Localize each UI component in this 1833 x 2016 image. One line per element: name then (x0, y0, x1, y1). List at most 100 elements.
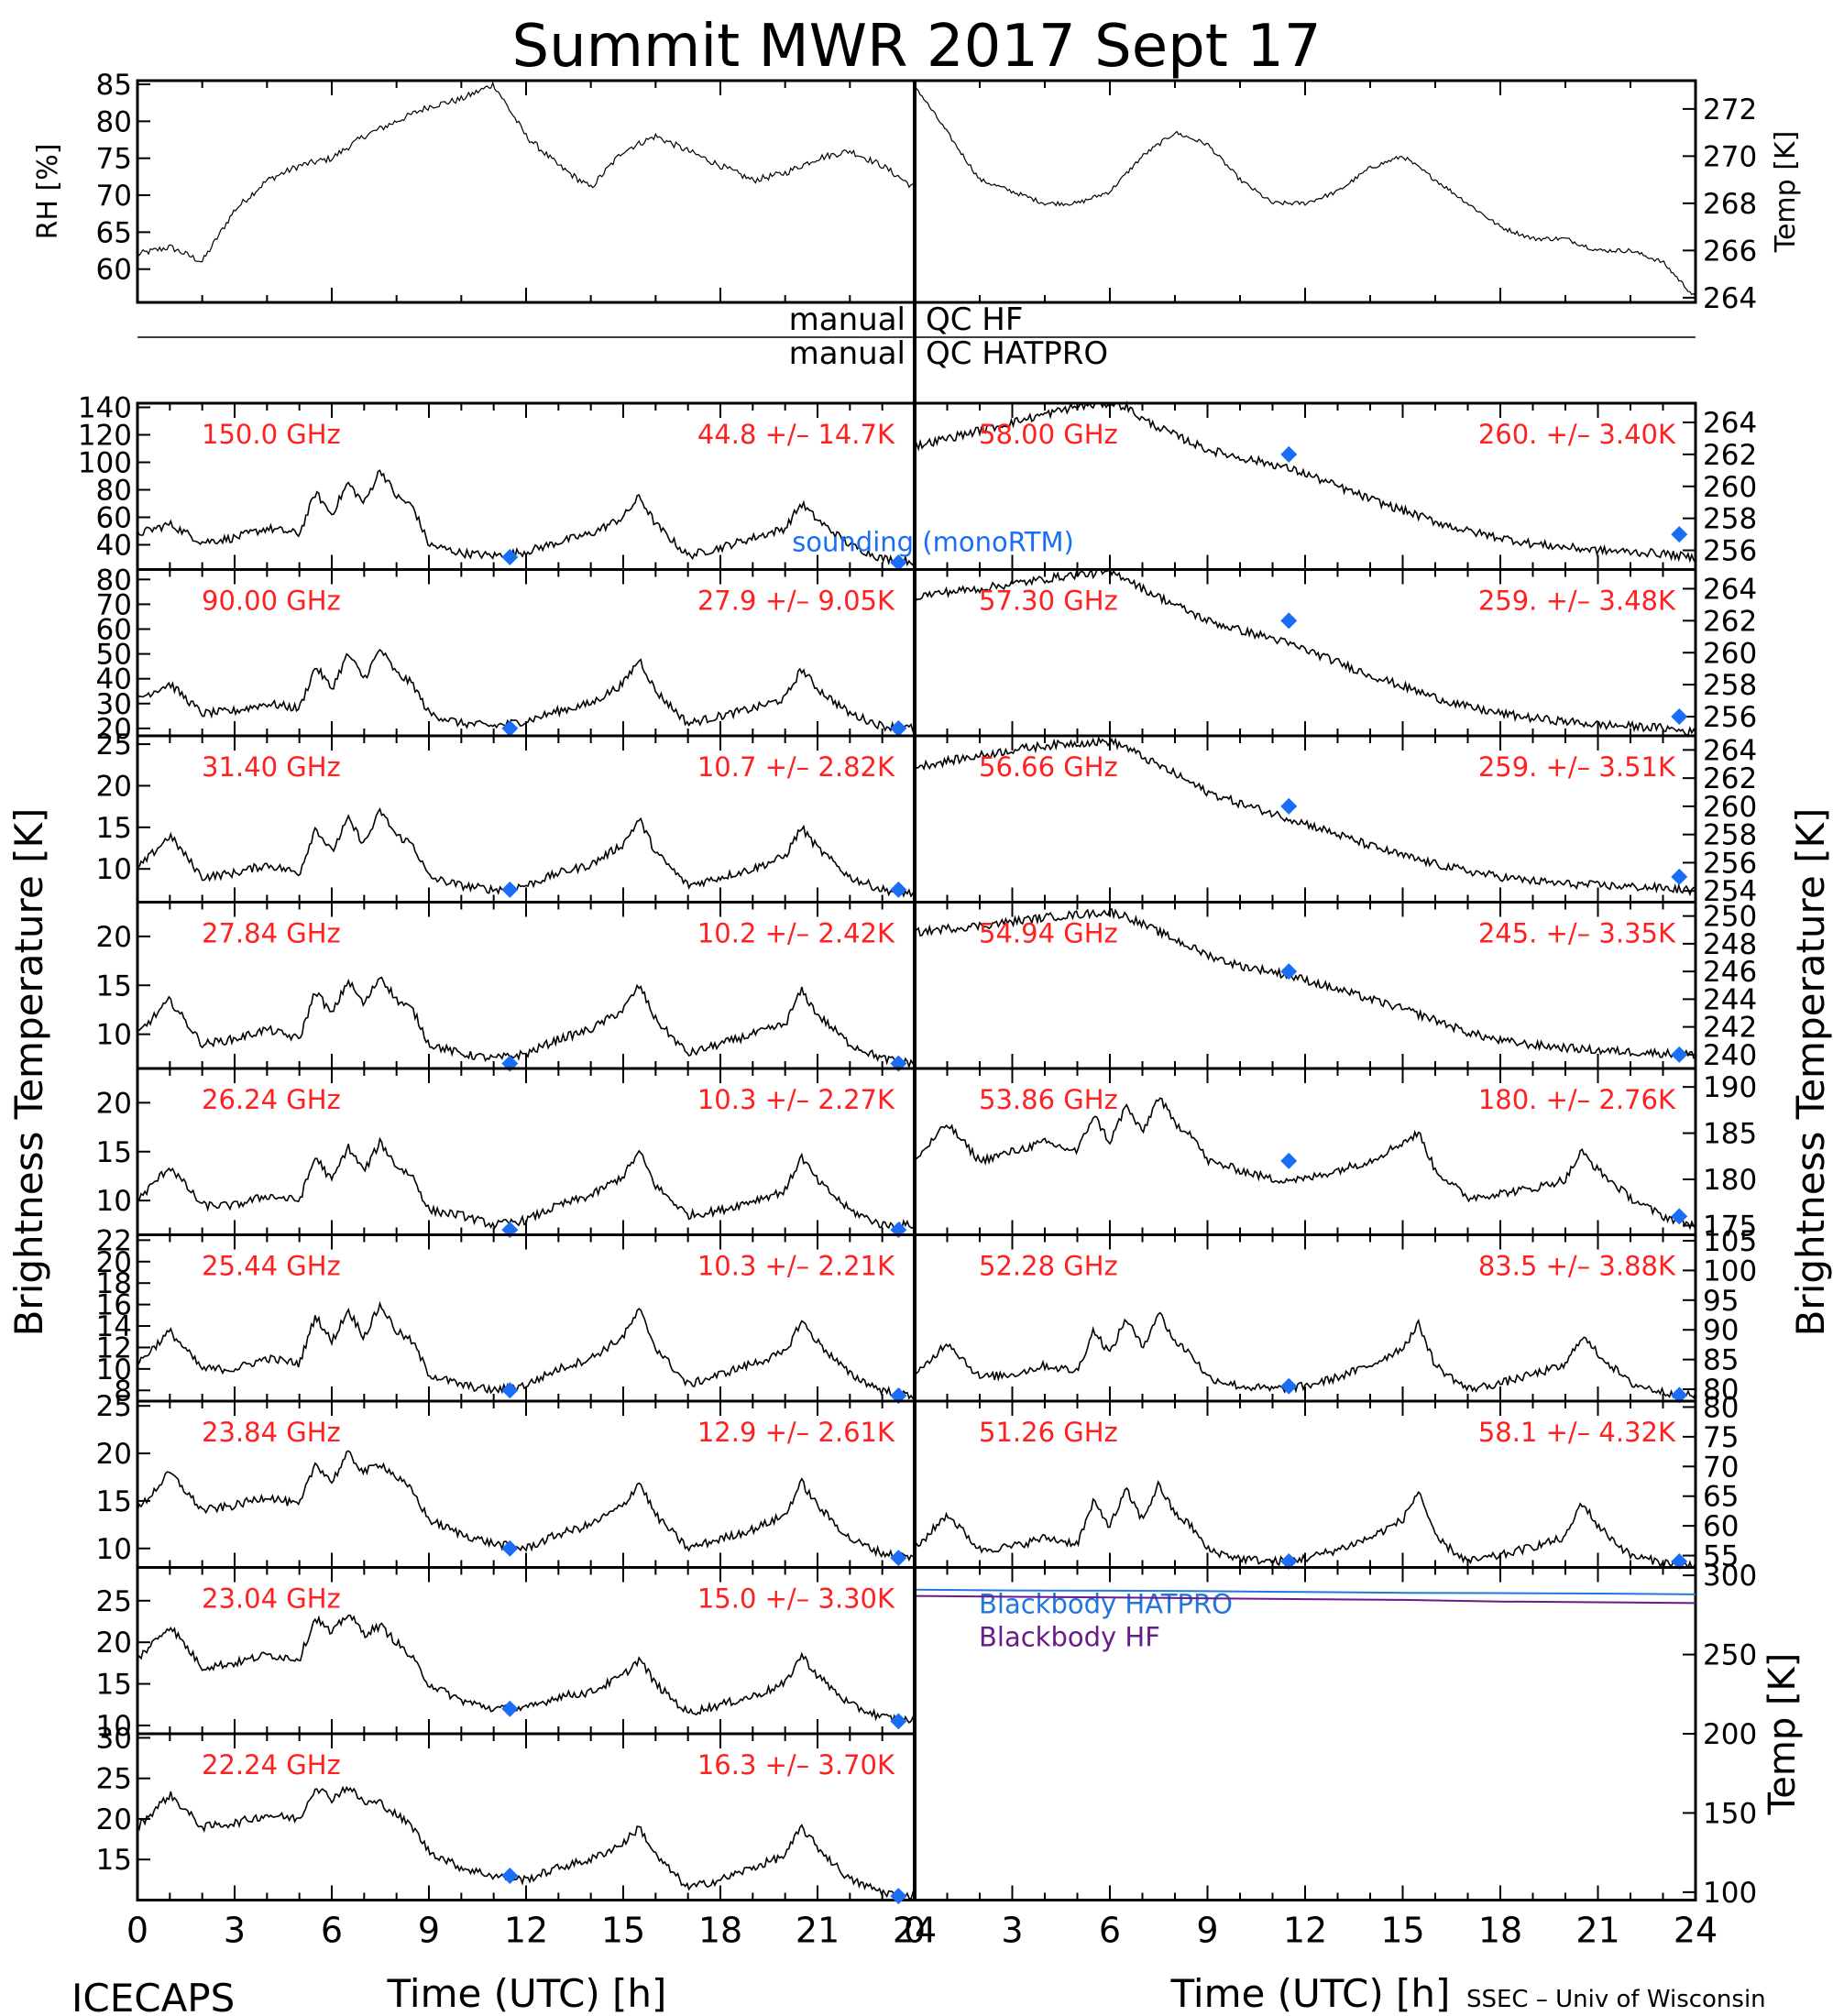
panel-f27-series-line (137, 976, 916, 1069)
panel-f51-ytick-label: 75 (1703, 1421, 1739, 1454)
panel-f22-ytick-label: 20 (96, 1803, 132, 1836)
panel-f26-series-line (137, 1136, 916, 1232)
figure-title: Summit MWR 2017 Sept 17 (511, 13, 1321, 81)
panel-f23_84-sounding-point (501, 1539, 519, 1557)
panel-f51-freq-label: 51.26 GHz (979, 1417, 1118, 1448)
panel-f54-ytick-label: 246 (1703, 956, 1757, 989)
panel-f23_04-ytick-label: 20 (96, 1627, 132, 1660)
panel-f27-freq-label: 27.84 GHz (202, 918, 341, 949)
temp-panel-ytick-label: 272 (1703, 93, 1757, 126)
blackbody-ylabel: Temp [K] (1762, 1653, 1804, 1816)
panel-f22-stats-label: 16.3 +/– 3.70K (697, 1749, 895, 1780)
blackbody-panel-ytick-label: 150 (1703, 1797, 1757, 1830)
panel-f31-ytick-label: 15 (96, 812, 132, 845)
panel-f58-ytick-label: 258 (1703, 503, 1757, 536)
blackbody-panel-xtick-label: 0 (904, 1911, 926, 1951)
panel-f23_84-ytick-label: 20 (96, 1438, 132, 1471)
panel-f150-sounding-label: sounding (monoRTM) (792, 527, 1074, 558)
panel-f51-ytick-label: 65 (1703, 1481, 1739, 1514)
temp-panel-series-line (914, 83, 1696, 297)
panel-f56-ytick-label: 262 (1703, 762, 1757, 795)
panel-f58-stats-label: 260. +/– 3.40K (1478, 419, 1676, 450)
panel-f57-sounding-point (1280, 612, 1298, 630)
blackbody-legend-1: Blackbody HATPRO (979, 1589, 1233, 1620)
panel-f31-freq-label: 31.40 GHz (202, 751, 341, 783)
panel-f90-sounding-point (890, 719, 907, 737)
panel-f150-ytick-label: 60 (96, 502, 132, 535)
panel-f57-stats-label: 259. +/– 3.48K (1478, 586, 1676, 617)
panel-f27-ytick-label: 20 (96, 921, 132, 954)
panel-f52-stats-label: 83.5 +/– 3.88K (1478, 1251, 1676, 1282)
panel-f52-freq-label: 52.28 GHz (979, 1251, 1118, 1282)
panel-f54-ytick-label: 240 (1703, 1039, 1757, 1072)
panel-f26-ytick-label: 15 (96, 1136, 132, 1169)
panel-f54-series-line (914, 908, 1696, 1059)
panel-f23_04-ytick-label: 25 (96, 1585, 132, 1618)
panel-f52-ytick-label: 85 (1703, 1344, 1739, 1377)
blackbody-panel-ytick-label: 100 (1703, 1877, 1757, 1910)
panel-f26-ytick-label: 20 (96, 1087, 132, 1120)
panel-f51-series-line (914, 1479, 1696, 1570)
panel-f22-xtick-label: 15 (601, 1911, 645, 1951)
blackbody-panel-xtick-label: 21 (1575, 1911, 1619, 1951)
panel-f56-ytick-label: 260 (1703, 791, 1757, 824)
panel-f25-sounding-point (501, 1382, 519, 1399)
panel-f22-ytick-label: 15 (96, 1844, 132, 1877)
panel-f51-sounding-point (1280, 1553, 1298, 1571)
blackbody-panel-xtick-label: 3 (1001, 1911, 1023, 1951)
panel-f54-ytick-label: 244 (1703, 983, 1757, 1016)
panel-f56-ytick-label: 254 (1703, 875, 1757, 908)
panel-f31-stats-label: 10.7 +/– 2.82K (697, 751, 895, 783)
panel-f25-stats-label: 10.3 +/– 2.21K (697, 1251, 895, 1282)
panel-f54-stats-label: 245. +/– 3.35K (1478, 918, 1676, 949)
qc-rows: manual QC HF manual QC HATPRO (137, 301, 1696, 372)
panel-f25-ytick-label: 22 (96, 1224, 132, 1257)
panel-f23_04-stats-label: 15.0 +/– 3.30K (697, 1583, 895, 1615)
blackbody-panel-xtick-label: 6 (1099, 1911, 1121, 1951)
panel-f23_04-ytick-label: 10 (96, 1710, 132, 1743)
panel-f22-xtick-label: 9 (418, 1911, 440, 1951)
panel-f90-ytick-label: 20 (96, 713, 132, 746)
panel-f22-xtick-label: 21 (796, 1911, 840, 1951)
panel-f25-ytick-label: 10 (96, 1353, 132, 1386)
panel-f22-xtick-label: 0 (126, 1911, 148, 1951)
panel-f23_04-sounding-point (501, 1700, 519, 1717)
panel-f57-ytick-label: 264 (1703, 573, 1757, 606)
blackbody-series-1 (914, 1588, 1696, 1595)
panel-f25-ytick-label: 12 (96, 1331, 132, 1364)
rh-panel-ytick-label: 65 (96, 216, 132, 249)
panel-f22-xtick-label: 18 (698, 1911, 742, 1951)
panel-f150-sounding-point (501, 549, 519, 565)
panel-f22-xtick-label: 12 (504, 1911, 548, 1951)
panel-f27-stats-label: 10.2 +/– 2.42K (697, 918, 895, 949)
blackbody-panel-ytick-label: 200 (1703, 1718, 1757, 1751)
panel-f31-ytick-label: 25 (96, 729, 132, 761)
blackbody-panel-xtick-label: 15 (1380, 1911, 1424, 1951)
panel-f56-ytick-label: 264 (1703, 734, 1757, 767)
panel-f25-ytick-label: 18 (96, 1267, 132, 1300)
rh-ylabel: RH [%] (32, 144, 64, 240)
blackbody-panel-ytick-label: 300 (1703, 1560, 1757, 1593)
panel-f26-ytick-label: 10 (96, 1185, 132, 1218)
panel-f53-freq-label: 53.86 GHz (979, 1084, 1118, 1115)
panel-f51-ytick-label: 70 (1703, 1451, 1739, 1484)
panel-f150-freq-label: 150.0 GHz (202, 419, 341, 450)
panel-f52-ytick-label: 80 (1703, 1374, 1739, 1407)
panel-f54-sounding-point (1671, 1046, 1688, 1063)
panel-f23_84-stats-label: 12.9 +/– 2.61K (697, 1417, 895, 1448)
panel-f23_04-sounding-point (890, 1713, 907, 1730)
panel-f57-ytick-label: 262 (1703, 605, 1757, 638)
panel-f26-stats-label: 10.3 +/– 2.27K (697, 1084, 895, 1115)
blackbody-panel-xtick-label: 9 (1196, 1911, 1218, 1951)
rh-panel-series-line (137, 81, 916, 263)
panel-f22-ytick-label: 30 (96, 1722, 132, 1755)
panel-f90-ytick-label: 30 (96, 688, 132, 721)
panel-f57-series-line (914, 567, 1696, 736)
panel-f52-ytick-label: 105 (1703, 1225, 1757, 1258)
panel-f56-sounding-point (1671, 868, 1688, 885)
panel-f31-sounding-point (890, 881, 907, 898)
temp-panel-ytick-label: 270 (1703, 140, 1757, 173)
panel-f31-ytick-label: 20 (96, 770, 132, 803)
